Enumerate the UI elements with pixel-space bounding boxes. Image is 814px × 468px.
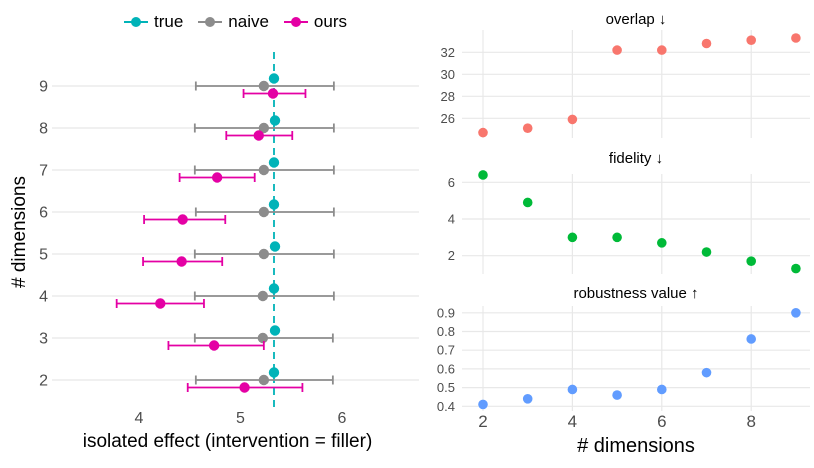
svg-text:0.7: 0.7 bbox=[437, 343, 455, 358]
left-axis-ticks: 9 8 7 6 5 4 3 2 4 5 6 bbox=[39, 79, 346, 428]
pointrange-key-icon bbox=[198, 15, 223, 29]
panel-title-robustness: robustness value ↑ bbox=[573, 285, 699, 302]
legend-item-naive: naive bbox=[198, 12, 269, 32]
series-true bbox=[268, 73, 281, 378]
series-ours bbox=[115, 88, 307, 393]
pointrange-key-icon bbox=[283, 15, 308, 29]
legend: true naive ours bbox=[52, 10, 419, 34]
svg-text:32: 32 bbox=[441, 45, 455, 60]
svg-text:5: 5 bbox=[39, 247, 48, 264]
svg-text:0.9: 0.9 bbox=[437, 305, 455, 320]
panel-overlap: 26 28 30 32 bbox=[441, 30, 810, 138]
svg-text:2: 2 bbox=[39, 373, 48, 390]
svg-text:4: 4 bbox=[39, 289, 48, 306]
legend-label: naive bbox=[228, 12, 269, 31]
panel-robustness: 0.4 0.5 0.6 0.7 0.8 0.9 2 4 6 8 bbox=[437, 305, 810, 431]
right-x-axis-title: # dimensions bbox=[577, 435, 695, 457]
legend-label: true bbox=[153, 12, 184, 31]
left-gridlines bbox=[52, 85, 419, 381]
svg-text:0.6: 0.6 bbox=[437, 361, 455, 376]
svg-text:5: 5 bbox=[236, 410, 245, 427]
left-y-axis-title: # dimensions bbox=[9, 176, 30, 288]
svg-text:6: 6 bbox=[338, 410, 347, 427]
svg-text:8: 8 bbox=[746, 412, 755, 431]
svg-text:0.8: 0.8 bbox=[437, 324, 455, 339]
svg-text:26: 26 bbox=[441, 111, 455, 126]
svg-text:4: 4 bbox=[135, 410, 144, 427]
series-naive bbox=[193, 80, 335, 386]
fidelity-points bbox=[478, 170, 801, 274]
svg-text:9: 9 bbox=[39, 79, 48, 96]
svg-text:3: 3 bbox=[39, 331, 48, 348]
svg-text:0.4: 0.4 bbox=[437, 399, 455, 414]
svg-text:2: 2 bbox=[478, 412, 487, 431]
pointrange-key-icon bbox=[123, 15, 148, 29]
overlap-points bbox=[478, 33, 801, 138]
legend-label: ours bbox=[313, 12, 347, 31]
panel-title-fidelity: fidelity ↓ bbox=[608, 150, 664, 167]
svg-text:30: 30 bbox=[441, 67, 455, 82]
left-x-axis-title: isolated effect (intervention = filler) bbox=[82, 431, 373, 452]
svg-text:28: 28 bbox=[441, 89, 455, 104]
legend-item-true: true bbox=[123, 12, 184, 32]
svg-text:4: 4 bbox=[568, 412, 577, 431]
svg-text:6: 6 bbox=[657, 412, 666, 431]
svg-text:6: 6 bbox=[39, 205, 48, 222]
svg-text:8: 8 bbox=[39, 121, 48, 138]
svg-text:2: 2 bbox=[448, 248, 455, 263]
svg-text:6: 6 bbox=[448, 175, 455, 190]
panel-fidelity: 2 4 6 bbox=[448, 170, 810, 274]
svg-text:0.5: 0.5 bbox=[437, 380, 455, 395]
svg-text:7: 7 bbox=[39, 163, 48, 180]
panel-title-overlap: overlap ↓ bbox=[605, 11, 667, 28]
robustness-points bbox=[478, 308, 801, 410]
svg-text:4: 4 bbox=[448, 212, 455, 227]
legend-item-ours: ours bbox=[283, 12, 347, 32]
left-panel: 9 8 7 6 5 4 3 2 4 5 6 bbox=[39, 52, 419, 427]
